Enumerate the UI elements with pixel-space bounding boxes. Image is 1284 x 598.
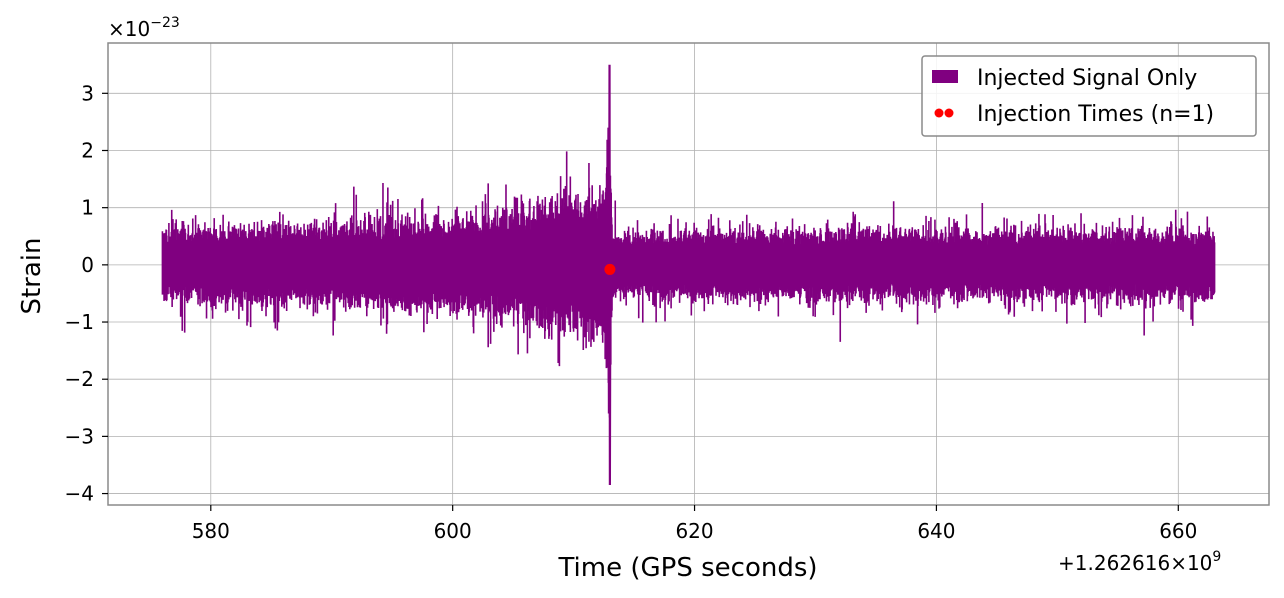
- axes: 580 600 620 640 660 −4 −3 −2 −1 0 1 2 3: [65, 42, 1270, 543]
- injection-time-point: [604, 263, 616, 275]
- x-tick-label: 660: [1159, 519, 1197, 543]
- legend-marker-injection-times-1: [934, 108, 944, 118]
- plot-area: [161, 64, 1216, 485]
- legend-swatch-injected-signal: [932, 70, 958, 83]
- y-tick-label: −4: [65, 482, 94, 506]
- x-offset-exponent: 9: [1212, 549, 1221, 565]
- y-scale-label: ×10−23: [108, 15, 180, 41]
- x-tick-label: 640: [917, 519, 955, 543]
- y-tick-label: 1: [81, 196, 94, 220]
- x-offset-label: +1.262616×109: [1058, 549, 1221, 575]
- legend: Injected Signal Only Injection Times (n=…: [921, 55, 1257, 137]
- y-scale-exponent: −23: [150, 15, 180, 31]
- series-injected-signal-line: [161, 139, 1216, 418]
- plot-frame: [107, 42, 1270, 506]
- y-tick-label: −1: [65, 310, 94, 334]
- x-tick-label: 620: [675, 519, 713, 543]
- legend-label-injection-times: Injection Times (n=1): [977, 102, 1214, 127]
- legend-marker-injection-times-2: [944, 108, 954, 118]
- x-axis-label: Time (GPS seconds): [557, 553, 817, 583]
- series-injected-signal-peak: [605, 64, 613, 485]
- y-tick-label: 2: [81, 138, 94, 162]
- y-tick-label: −2: [65, 367, 94, 391]
- y-tick-label: −3: [65, 424, 94, 448]
- x-tick-label: 580: [192, 519, 230, 543]
- y-axis-label: Strain: [17, 237, 47, 314]
- y-tick-label: 3: [81, 81, 94, 105]
- x-tick-label: 600: [434, 519, 472, 543]
- y-tick-label: 0: [81, 253, 94, 277]
- legend-label-injected-signal: Injected Signal Only: [977, 66, 1197, 91]
- legend-box: [921, 55, 1257, 137]
